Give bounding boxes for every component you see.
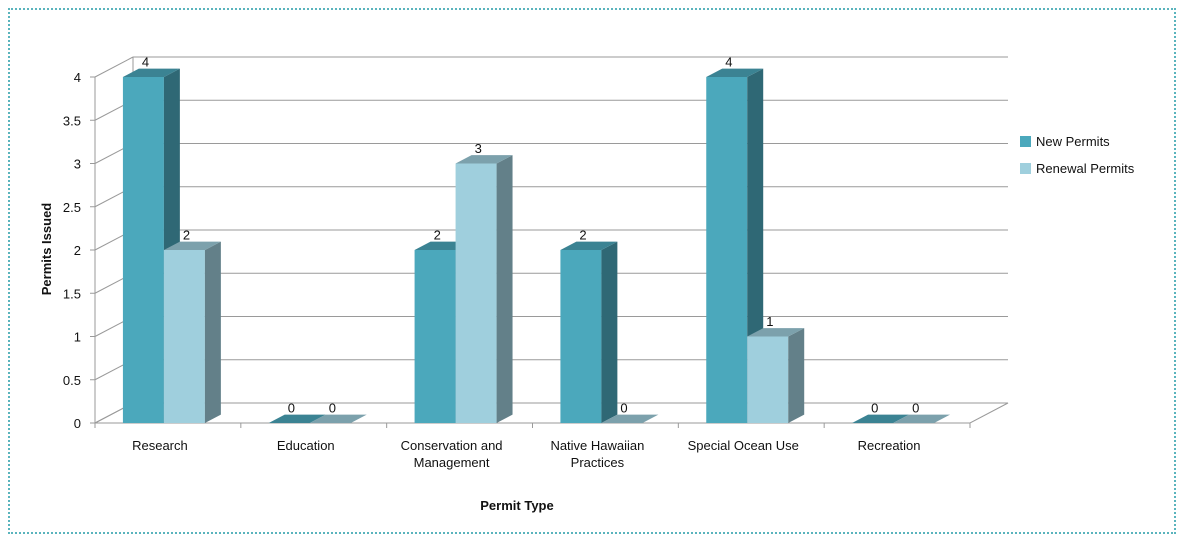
- bar-top: [852, 414, 910, 423]
- legend-swatch: [1020, 136, 1031, 147]
- x-tick-label: Management: [414, 455, 490, 470]
- bar-front: [122, 77, 164, 423]
- bar-side: [204, 241, 221, 423]
- bar-top: [309, 414, 367, 423]
- bar-front: [163, 250, 205, 423]
- y-tick-label: 2.5: [63, 200, 81, 215]
- y-tick-label: 1.5: [63, 286, 81, 301]
- x-axis-title: Permit Type: [480, 498, 553, 513]
- data-label: 4: [725, 55, 732, 70]
- legend-swatch: [1020, 163, 1031, 174]
- y-tick-label: 3: [74, 157, 81, 172]
- bar-top: [455, 155, 513, 164]
- bar-front: [560, 250, 602, 423]
- x-tick-label: Education: [277, 438, 335, 453]
- x-tick-label: Conservation and: [401, 438, 503, 453]
- chart-frame: [8, 8, 1176, 534]
- x-tick-label: Native Hawaiian: [550, 438, 644, 453]
- x-tick-label: Research: [132, 438, 188, 453]
- data-label: 2: [183, 228, 190, 243]
- bar-top: [706, 68, 764, 77]
- data-label: 0: [329, 401, 336, 416]
- data-label: 1: [766, 314, 773, 329]
- data-label: 2: [579, 228, 586, 243]
- bar-top: [163, 241, 221, 250]
- bar-top: [601, 414, 659, 423]
- y-tick-label: 3.5: [63, 113, 81, 128]
- bar-front: [747, 336, 789, 423]
- bar-top: [122, 68, 180, 77]
- bar-top: [747, 328, 805, 337]
- bar-front: [414, 250, 456, 423]
- data-label: 2: [434, 228, 441, 243]
- bar-side: [601, 241, 618, 423]
- y-tick-label: 4: [74, 70, 81, 85]
- data-label: 3: [475, 141, 482, 156]
- y-tick-label: 2: [74, 243, 81, 258]
- data-label: 4: [142, 55, 149, 70]
- x-tick-label: Practices: [571, 455, 625, 470]
- y-axis-title: Permits Issued: [39, 203, 54, 296]
- bar-side: [788, 328, 805, 423]
- data-label: 0: [912, 401, 919, 416]
- data-label: 0: [288, 401, 295, 416]
- legend-label: New Permits: [1036, 134, 1110, 149]
- x-tick-label: Special Ocean Use: [688, 438, 799, 453]
- y-tick-label: 1: [74, 330, 81, 345]
- legend-label: Renewal Permits: [1036, 161, 1135, 176]
- data-label: 0: [620, 401, 627, 416]
- x-tick-label: Recreation: [858, 438, 921, 453]
- side-gridline: [94, 56, 134, 78]
- y-tick-label: 0.5: [63, 373, 81, 388]
- bar-top: [893, 414, 951, 423]
- bar-side: [496, 155, 513, 423]
- data-label: 0: [871, 401, 878, 416]
- bar-front: [706, 77, 748, 423]
- y-tick-label: 0: [74, 416, 81, 431]
- bar-front: [455, 163, 497, 423]
- bar-top: [560, 241, 618, 250]
- bar-top: [268, 414, 326, 423]
